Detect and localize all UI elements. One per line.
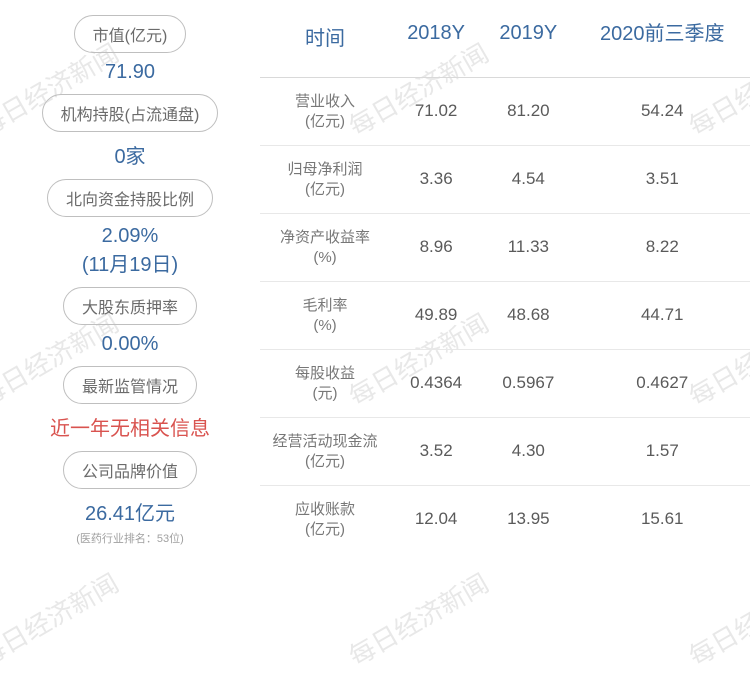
table-row: 毛利率 (%) 49.89 48.68 44.71 (260, 282, 750, 350)
cell: 13.95 (482, 486, 574, 554)
cell: 44.71 (574, 282, 750, 350)
metric-name: 经营活动现金流 (亿元) (260, 418, 390, 486)
info-value: 近一年无相关信息 (50, 412, 210, 441)
cell: 15.61 (574, 486, 750, 554)
cell: 3.51 (574, 146, 750, 214)
table-row: 应收账款 (亿元) 12.04 13.95 15.61 (260, 486, 750, 554)
info-label: 最新监管情况 (63, 366, 197, 404)
info-value: 0.00% (102, 333, 159, 356)
table-row: 每股收益 (元) 0.4364 0.5967 0.4627 (260, 350, 750, 418)
metric-name: 毛利率 (%) (260, 282, 390, 350)
cell: 0.4364 (390, 350, 482, 418)
financials-table: 时间 2018Y 2019Y 2020前三季度 营业收入 (亿元) 71.02 … (260, 8, 750, 553)
cell: 8.96 (390, 214, 482, 282)
cell: 71.02 (390, 78, 482, 146)
info-pledge-ratio: 大股东质押率 0.00% (20, 287, 240, 356)
cell: 4.54 (482, 146, 574, 214)
info-regulatory: 最新监管情况 近一年无相关信息 (20, 366, 240, 441)
info-label: 北向资金持股比例 (47, 179, 213, 217)
summary-panel: 市值(亿元) 71.90 机构持股(占流通盘) 0家 北向资金持股比例 2.09… (0, 0, 260, 678)
info-label: 机构持股(占流通盘) (42, 94, 219, 132)
metric-name: 营业收入 (亿元) (260, 78, 390, 146)
table-row: 归母净利润 (亿元) 3.36 4.54 3.51 (260, 146, 750, 214)
info-brand-value: 公司品牌价值 26.41亿元 (医药行业排名：53位) (20, 451, 240, 546)
info-sub: (医药行业排名：53位) (76, 530, 184, 546)
cell: 0.4627 (574, 350, 750, 418)
table-row: 经营活动现金流 (亿元) 3.52 4.30 1.57 (260, 418, 750, 486)
cell: 3.36 (390, 146, 482, 214)
col-2020q3: 2020前三季度 (574, 8, 750, 78)
cell: 54.24 (574, 78, 750, 146)
metric-name: 应收账款 (亿元) (260, 486, 390, 554)
cell: 4.30 (482, 418, 574, 486)
info-value: 26.41亿元 (85, 497, 175, 526)
metric-name: 净资产收益率 (%) (260, 214, 390, 282)
cell: 8.22 (574, 214, 750, 282)
table-row: 净资产收益率 (%) 8.96 11.33 8.22 (260, 214, 750, 282)
info-value: 71.90 (105, 61, 155, 84)
cell: 1.57 (574, 418, 750, 486)
info-northbound-holding: 北向资金持股比例 2.09% (11月19日) (20, 179, 240, 277)
cell: 49.89 (390, 282, 482, 350)
table-header-row: 时间 2018Y 2019Y 2020前三季度 (260, 8, 750, 78)
info-label: 公司品牌价值 (63, 451, 197, 489)
table-body: 营业收入 (亿元) 71.02 81.20 54.24 归母净利润 (亿元) 3… (260, 78, 750, 554)
info-market-cap: 市值(亿元) 71.90 (20, 15, 240, 84)
metric-name: 每股收益 (元) (260, 350, 390, 418)
cell: 3.52 (390, 418, 482, 486)
info-institutional-holding: 机构持股(占流通盘) 0家 (20, 94, 240, 169)
cell: 48.68 (482, 282, 574, 350)
metric-name: 归母净利润 (亿元) (260, 146, 390, 214)
col-time: 时间 (260, 8, 390, 78)
table-row: 营业收入 (亿元) 71.02 81.20 54.24 (260, 78, 750, 146)
cell: 0.5967 (482, 350, 574, 418)
cell: 11.33 (482, 214, 574, 282)
cell: 81.20 (482, 78, 574, 146)
info-label: 市值(亿元) (74, 15, 187, 53)
col-2019: 2019Y (482, 8, 574, 78)
info-label: 大股东质押率 (63, 287, 197, 325)
cell: 12.04 (390, 486, 482, 554)
col-2018: 2018Y (390, 8, 482, 78)
info-value: 0家 (114, 140, 145, 169)
financials-table-panel: 时间 2018Y 2019Y 2020前三季度 营业收入 (亿元) 71.02 … (260, 0, 750, 678)
info-value: 2.09% (11月19日) (82, 225, 178, 277)
